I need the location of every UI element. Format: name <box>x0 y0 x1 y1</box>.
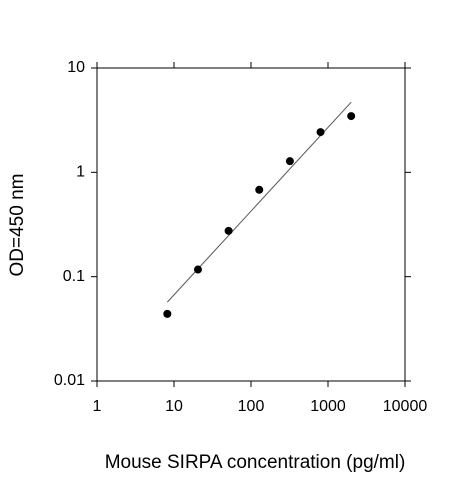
data-point <box>316 128 325 137</box>
plot-frame <box>96 67 406 382</box>
x-axis-title: Mouse SIRPA concentration (pg/ml) <box>105 452 406 473</box>
x-tick-label: 10 <box>165 398 183 415</box>
x-tick-label: 10000 <box>383 398 428 415</box>
data-point <box>285 157 294 166</box>
data-point <box>193 265 202 274</box>
x-tick-label: 100 <box>238 398 265 415</box>
data-point <box>224 226 233 235</box>
y-tick-label: 0.1 <box>63 268 85 285</box>
y-tick-label: 10 <box>67 59 85 76</box>
x-tick-label: 1000 <box>310 398 346 415</box>
y-tick-label: 0.01 <box>54 372 85 389</box>
y-axis-title: OD=450 nm <box>7 174 28 277</box>
data-point <box>163 309 172 318</box>
data-point <box>255 185 264 194</box>
data-point <box>347 112 356 121</box>
x-tick-label: 1 <box>93 398 102 415</box>
y-tick-label: 1 <box>76 164 85 181</box>
